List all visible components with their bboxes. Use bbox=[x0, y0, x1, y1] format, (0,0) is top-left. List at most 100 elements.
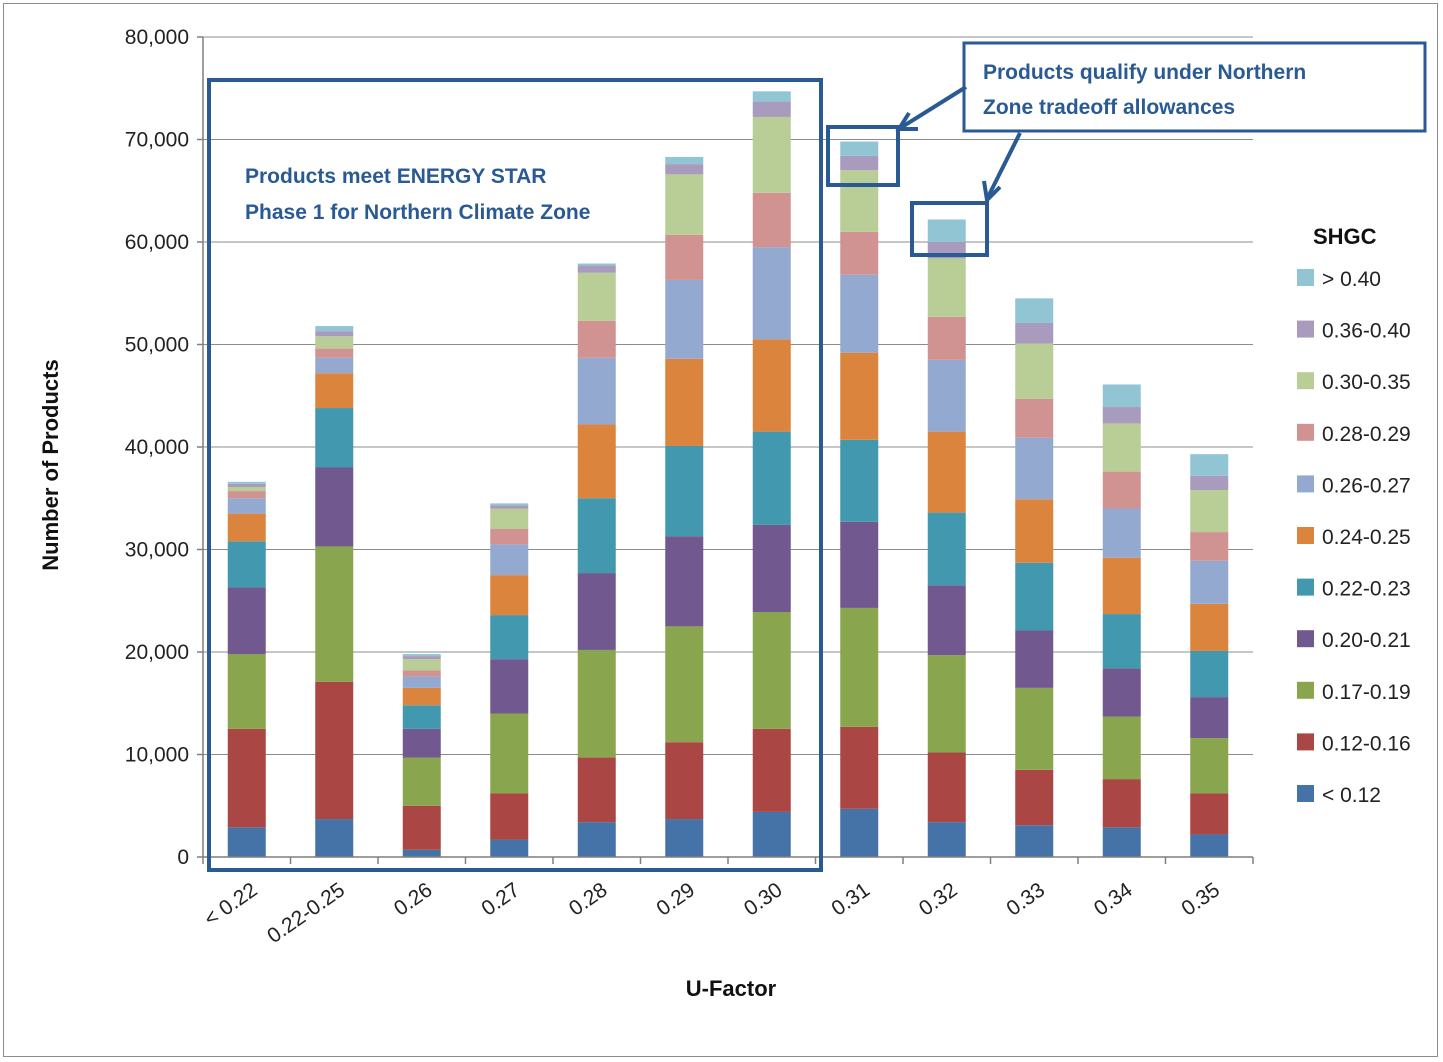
bar-segment bbox=[577, 265, 616, 273]
bar-segment bbox=[840, 141, 879, 156]
bar-segment bbox=[1015, 769, 1054, 826]
bar-segment bbox=[752, 101, 791, 117]
bar-segment bbox=[315, 408, 354, 468]
energy-star-annotation-line1: Products meet ENERGY STAR bbox=[245, 165, 546, 188]
legend-title: SHGC bbox=[1313, 224, 1377, 249]
legend-swatch bbox=[1297, 527, 1314, 544]
bar-segment bbox=[315, 326, 354, 332]
bar-segment bbox=[752, 524, 791, 613]
y-tick-label: 80,000 bbox=[125, 26, 189, 49]
bar-segment bbox=[315, 546, 354, 682]
bar-segment bbox=[490, 505, 529, 509]
axes bbox=[197, 36, 1254, 864]
bar-segment bbox=[1102, 779, 1141, 828]
bar-segment bbox=[927, 219, 966, 242]
bar-segment bbox=[752, 91, 791, 102]
legend-swatch bbox=[1297, 320, 1314, 338]
bar-segment bbox=[665, 174, 704, 235]
bar-segment bbox=[490, 659, 529, 714]
bar-segment bbox=[315, 819, 354, 857]
bar-segment bbox=[315, 348, 354, 358]
x-tick-label: 0.32 bbox=[915, 878, 962, 920]
legend-swatch bbox=[1297, 785, 1314, 802]
bar-segment bbox=[665, 626, 704, 743]
legend-label: 0.24-0.25 bbox=[1322, 526, 1411, 549]
bar-segment bbox=[1102, 716, 1141, 780]
bar-segment bbox=[840, 521, 879, 608]
x-tick-label: < 0.22 bbox=[200, 878, 262, 931]
bar-segment bbox=[1015, 687, 1054, 770]
bar-segment bbox=[1102, 508, 1141, 558]
bar-segment bbox=[1190, 650, 1229, 698]
bar-segment bbox=[927, 655, 966, 753]
bar-segment bbox=[1015, 630, 1054, 688]
bar-segment bbox=[665, 536, 704, 627]
bar-segment bbox=[577, 320, 616, 358]
bar-segment bbox=[1015, 825, 1054, 857]
bar-segment bbox=[1102, 423, 1141, 472]
bar-segment bbox=[752, 612, 791, 729]
energy-star-annotation-line2: Phase 1 for Northern Climate Zone bbox=[245, 201, 590, 224]
callout-arrow-2 bbox=[982, 132, 1022, 205]
bar-segment bbox=[402, 656, 441, 660]
bar-segment bbox=[402, 687, 441, 706]
bar-segment bbox=[577, 822, 616, 857]
bar-segment bbox=[227, 587, 266, 655]
bar-segment bbox=[227, 486, 266, 492]
bar-segment bbox=[752, 339, 791, 432]
bar-segment bbox=[1015, 298, 1054, 323]
bar-segment bbox=[927, 752, 966, 823]
legend-swatch bbox=[1297, 630, 1314, 648]
bar-segment bbox=[1102, 384, 1141, 408]
bar-segment bbox=[227, 491, 266, 499]
bar-segment bbox=[490, 503, 529, 506]
bar-segment bbox=[1015, 562, 1054, 631]
bar-segment bbox=[1015, 499, 1054, 563]
bar-segment bbox=[402, 705, 441, 729]
bar-segment bbox=[402, 659, 441, 671]
bar-segment bbox=[402, 670, 441, 677]
legend-label: 0.17-0.19 bbox=[1322, 681, 1411, 704]
tradeoff-annotation-line1: Products qualify under Northern bbox=[983, 61, 1306, 84]
bar-segment bbox=[577, 757, 616, 823]
bar-segment bbox=[227, 481, 266, 484]
bar-segment bbox=[577, 649, 616, 758]
bar-segment bbox=[1190, 697, 1229, 739]
bar-segment bbox=[665, 819, 704, 857]
bar-segment bbox=[1015, 322, 1054, 344]
x-tick-label: 0.34 bbox=[1090, 878, 1137, 920]
y-tick-label: 40,000 bbox=[125, 436, 189, 459]
legend-swatch bbox=[1297, 269, 1314, 286]
bar-segment bbox=[1190, 603, 1229, 651]
bar-segment bbox=[227, 513, 266, 542]
bar-segment bbox=[490, 544, 529, 576]
bar-segment bbox=[927, 258, 966, 317]
bar-segment bbox=[665, 358, 704, 446]
bar-segment bbox=[1190, 738, 1229, 794]
bar-segment bbox=[927, 512, 966, 586]
bar-segment bbox=[927, 359, 966, 432]
legend-label: 0.26-0.27 bbox=[1322, 474, 1411, 497]
x-tick-label: 0.31 bbox=[827, 878, 874, 920]
x-tick-labels: < 0.22 0.22-0.25 0.26 0.27 0.28 0.29 0.30 0.31 0… bbox=[200, 878, 1224, 948]
bar-segment bbox=[927, 431, 966, 513]
bar-segment bbox=[1015, 398, 1054, 438]
bar-segment bbox=[490, 529, 529, 545]
bar-segment bbox=[1015, 437, 1054, 500]
legend-swatch bbox=[1297, 681, 1314, 699]
legend-label: 0.36-0.40 bbox=[1322, 320, 1411, 343]
bar-segment bbox=[1190, 834, 1229, 857]
bar-segment bbox=[1190, 454, 1229, 476]
bar-segment bbox=[402, 805, 441, 850]
bar-segment bbox=[315, 331, 354, 337]
energy-star-region-box bbox=[207, 78, 823, 872]
bar-segment bbox=[927, 822, 966, 857]
x-tick-label: 0.29 bbox=[652, 878, 699, 920]
bar-segment bbox=[490, 508, 529, 529]
bar-segment bbox=[402, 849, 441, 857]
y-axis-title: Number of Products bbox=[38, 359, 63, 570]
bar-segment bbox=[927, 585, 966, 656]
gridlines bbox=[203, 36, 1253, 755]
bar-segment bbox=[402, 757, 441, 806]
bar-segment bbox=[577, 573, 616, 650]
